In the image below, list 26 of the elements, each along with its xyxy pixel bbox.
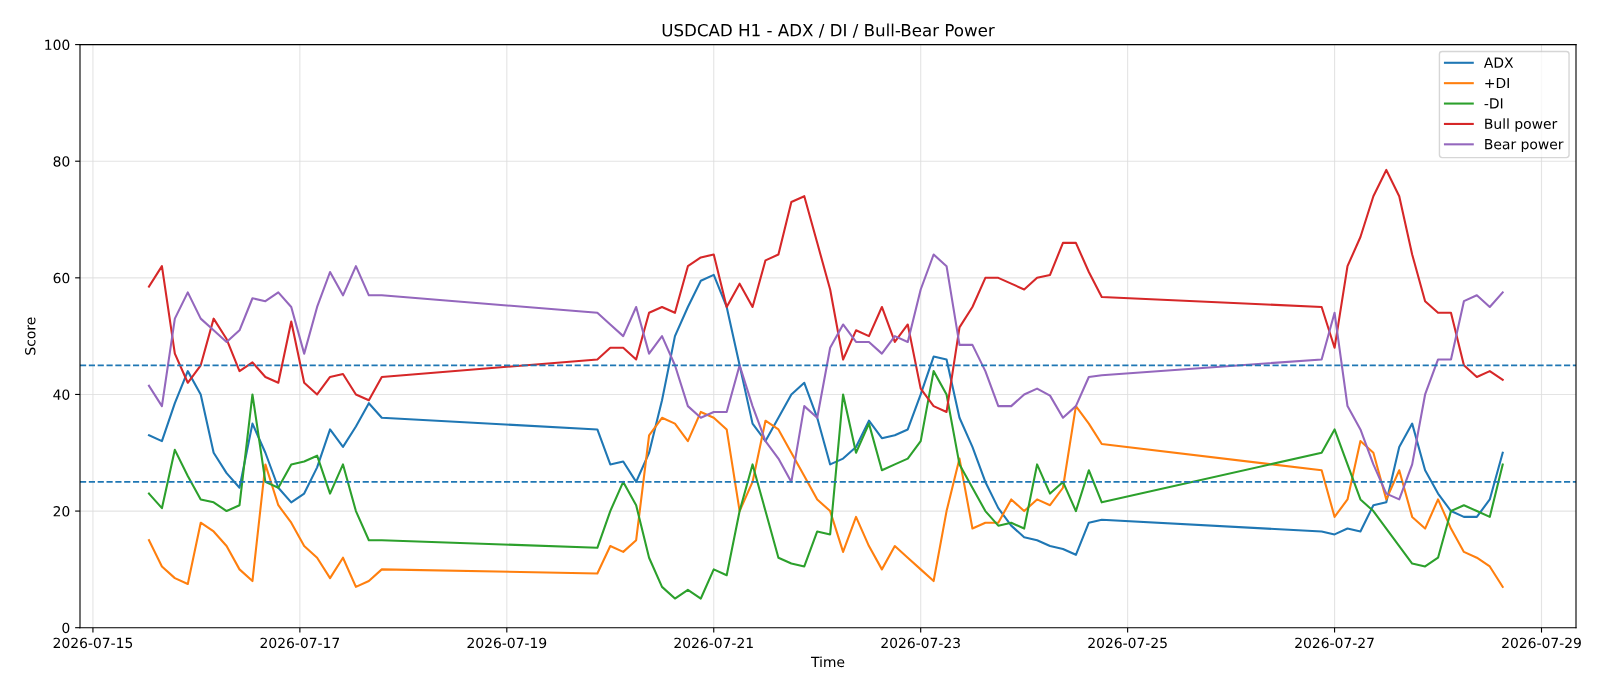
line-series — [147, 253, 1504, 501]
line-series — [147, 370, 1504, 600]
legend-label: ADX — [1483, 57, 1514, 68]
y-tick-label: 60 — [53, 272, 70, 284]
x-tick-label: 2026-07-25 — [1088, 637, 1167, 649]
x-tick-label: 2026-07-27 — [1295, 637, 1374, 649]
x-tick-label: 2026-07-23 — [881, 637, 960, 649]
chart-title: USDCAD H1 - ADX / DI / Bull-Bear Power — [662, 23, 995, 38]
x-tick-label: 2026-07-29 — [1502, 637, 1581, 649]
legend-label: -DI — [1484, 98, 1503, 109]
line-series — [147, 405, 1504, 588]
line-series — [147, 168, 1504, 413]
y-axis-title: Score — [25, 317, 36, 355]
y-tick-label: 80 — [53, 156, 70, 167]
y-tick-label: 100 — [45, 39, 70, 51]
x-tick-label: 2026-07-17 — [260, 637, 340, 649]
y-tick-label: 0 — [62, 622, 70, 634]
y-tick-label: 40 — [53, 389, 70, 400]
legend-label: Bear power — [1485, 139, 1564, 153]
y-tick-label: 20 — [53, 506, 70, 517]
x-tick-label: 2026-07-21 — [674, 637, 753, 649]
legend-label: +DI — [1485, 77, 1509, 89]
x-tick-label: 2026-07-15 — [53, 637, 133, 649]
x-axis-title: Time — [810, 656, 845, 668]
legend-label: Bull power — [1485, 118, 1558, 132]
x-tick-label: 2026-07-19 — [467, 637, 547, 649]
